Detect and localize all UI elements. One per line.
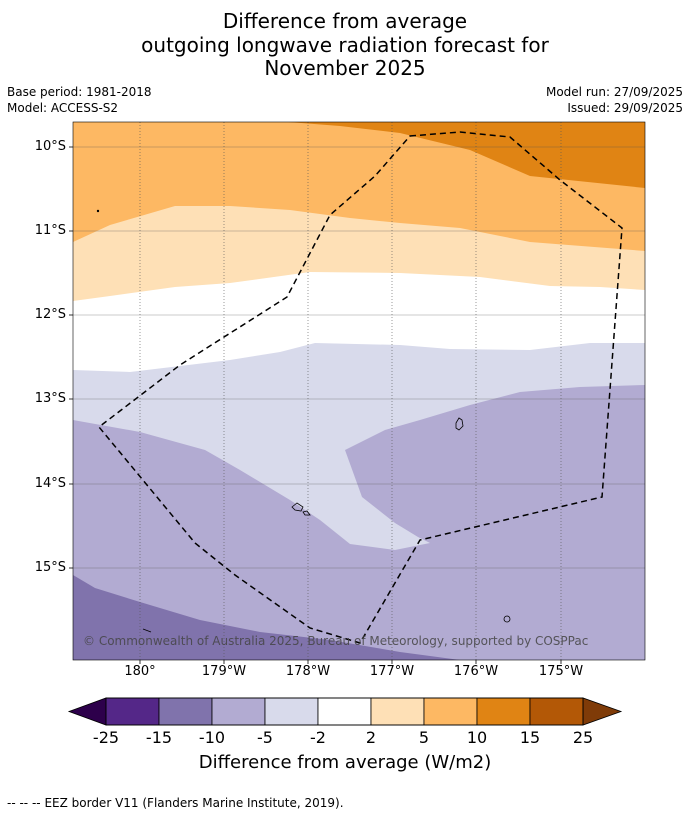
eez-legend: -- -- -- EEZ border V11 (Flanders Marine…	[7, 796, 344, 810]
lat-label-14s: 14°S	[34, 476, 66, 491]
colorbar-cell	[158, 697, 213, 726]
island-niuafoou	[503, 615, 511, 623]
island-marker	[96, 209, 100, 213]
lat-label-13s: 13°S	[34, 391, 66, 406]
colorbar-cell	[423, 697, 478, 726]
colorbar-cell	[476, 697, 531, 726]
colorbar-extend-low	[67, 697, 107, 726]
lon-label-175w: 175°W	[538, 664, 584, 679]
gridlines	[73, 122, 645, 660]
colorbar-cell	[529, 697, 584, 726]
colorbar-tick: -5	[257, 728, 273, 747]
copyright-text: © Commonwealth of Australia 2025, Bureau…	[83, 634, 588, 648]
colorbar-tick: 2	[365, 728, 377, 747]
lat-label-10s: 10°S	[34, 139, 66, 154]
colorbar-tick: 15	[519, 728, 541, 747]
colorbar-tick: -15	[145, 728, 173, 747]
colorbar-tick: 5	[418, 728, 430, 747]
colorbar-tick: 25	[572, 728, 594, 747]
colorbar-tick: -25	[92, 728, 120, 747]
colorbar-cell	[370, 697, 425, 726]
lat-label-11s: 11°S	[34, 223, 66, 238]
colorbar-extend-high	[582, 697, 623, 726]
colorbar	[67, 697, 623, 726]
islands	[96, 209, 511, 633]
lat-label-12s: 12°S	[34, 307, 66, 322]
island-futuna	[291, 502, 304, 512]
base-period-text: Base period: 1981-2018	[7, 85, 152, 99]
model-text: Model: ACCESS-S2	[7, 101, 119, 115]
colorbar-tick: -2	[310, 728, 326, 747]
island-alofi	[302, 510, 311, 516]
lat-label-15s: 15°S	[34, 560, 66, 575]
title-line-1: Difference from average	[222, 9, 468, 33]
band-purple-west	[73, 420, 430, 660]
axis-ticks	[69, 146, 562, 664]
lon-label-177w: 177°W	[369, 664, 415, 679]
lon-label-180: 180°	[124, 664, 156, 679]
lon-label-176w: 176°W	[453, 664, 499, 679]
eez-border	[97, 131, 623, 644]
model-run-text: Model run: 27/09/2025	[545, 85, 683, 99]
band-dark-purple	[73, 575, 460, 660]
colorbar-label: Difference from average (W/m2)	[198, 752, 492, 773]
colorbar-tick: -10	[198, 728, 226, 747]
colorbar-cell	[317, 697, 372, 726]
title-line-2: outgoing longwave radiation forecast for	[141, 33, 549, 57]
title-line-3: November 2025	[264, 56, 426, 80]
colorbar-cell	[105, 697, 160, 726]
eez-legend-symbol: -- -- --	[7, 796, 41, 810]
colorbar-cell	[211, 697, 266, 726]
colorbar-tick: 10	[466, 728, 488, 747]
map-area: © Commonwealth of Australia 2025, Bureau…	[73, 122, 645, 660]
map-frame	[72, 121, 646, 661]
island-marker-south	[142, 628, 152, 633]
issued-text: Issued: 29/09/2025	[567, 101, 683, 115]
eez-legend-text: EEZ border V11 (Flanders Marine Institut…	[44, 796, 344, 810]
lon-label-178w: 178°W	[285, 664, 331, 679]
colorbar-frame	[105, 697, 584, 726]
island-wallis	[455, 417, 464, 431]
lon-label-179w: 179°W	[201, 664, 247, 679]
colorbar-cell	[264, 697, 319, 726]
